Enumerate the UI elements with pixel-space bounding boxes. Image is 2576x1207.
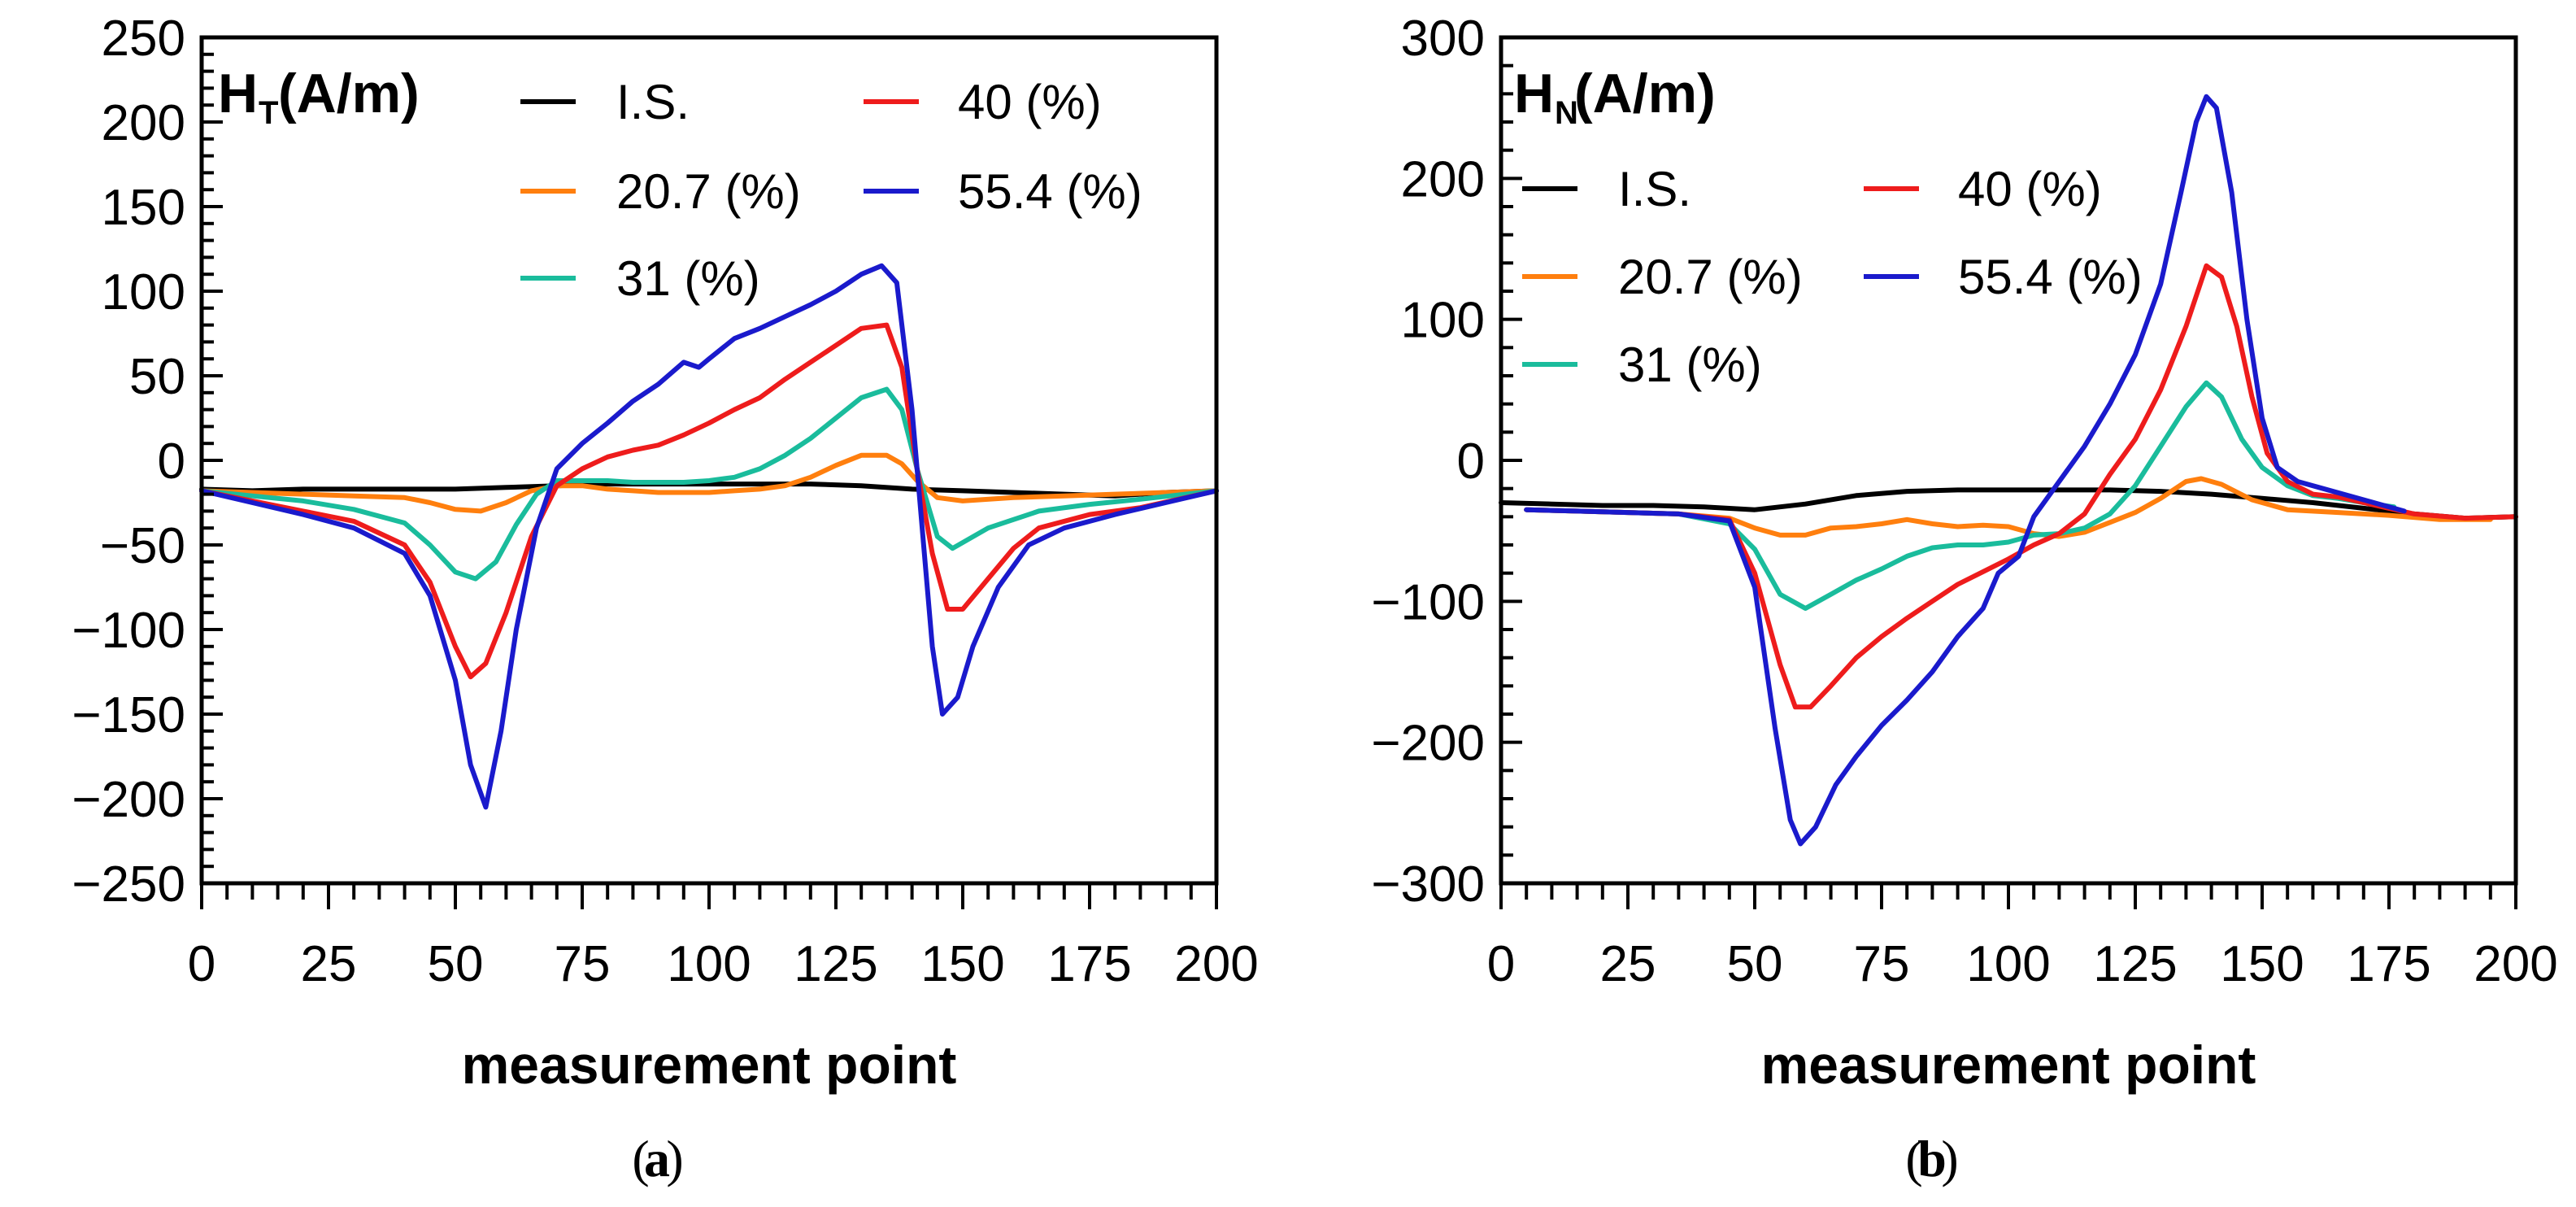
legend-label-is: I.S. — [1618, 162, 1691, 216]
x-tick-label: 75 — [555, 936, 611, 992]
legend-b: I.S. 20.7 (%) 31 (%) 40 (%) 55.4 (%) — [1522, 162, 2143, 392]
x-tick-label: 175 — [1047, 936, 1131, 992]
y-tick-label: −250 — [72, 856, 185, 913]
y-tick-label: −200 — [72, 772, 185, 828]
panel-title-subscript-b: N — [1555, 95, 1578, 131]
legend-label-55-4: 55.4 (%) — [1958, 250, 2143, 304]
series-line-55-4 — [1524, 94, 2407, 847]
series-line-31 — [199, 386, 1219, 582]
panel-title-unit-a: (A/m) — [278, 63, 420, 124]
ticks-layer-b: −300 −200 −100 0 100 200 300 0 25 50 75 100 125 150 17… — [1371, 11, 2557, 992]
legend-label-31: 31 (%) — [1618, 338, 1762, 392]
caption-b-letter: b — [1917, 1130, 1947, 1187]
y-tick-label: 250 — [102, 11, 185, 67]
series-layer-a — [199, 263, 1219, 810]
x-tick-label: 125 — [794, 936, 877, 992]
x-tick-label: 150 — [2220, 936, 2304, 992]
y-tick-label: 300 — [1401, 11, 1485, 67]
series-line-55-4 — [199, 263, 1219, 810]
series-line-40 — [1524, 263, 2518, 710]
legend-label-31: 31 (%) — [616, 251, 760, 306]
x-axis-title-a: measurement point — [462, 1035, 957, 1095]
x-tick-label: 0 — [188, 936, 215, 992]
y-tick-label: −300 — [1371, 856, 1485, 913]
y-tick-label: 0 — [1457, 434, 1485, 490]
x-tick-label: 200 — [1174, 936, 1258, 992]
legend-label-20-7: 20.7 (%) — [616, 164, 801, 219]
y-tick-label: 150 — [102, 180, 185, 236]
x-tick-label: 200 — [2474, 936, 2557, 992]
ticks-layer-a: −250 −200 −150 −100 −50 0 50 100 150 200 250 0 25 50 7… — [72, 11, 1258, 992]
series-line-i-s — [1499, 487, 2518, 521]
panel-title-unit-b: (A/m) — [1574, 63, 1716, 124]
legend-label-55-4: 55.4 (%) — [958, 164, 1142, 219]
x-tick-label: 100 — [1966, 936, 2050, 992]
x-tick-label: 125 — [2093, 936, 2177, 992]
legend-label-40: 40 (%) — [958, 75, 1102, 129]
x-axis-title-b: measurement point — [1761, 1035, 2256, 1095]
caption-b-paren-open: ( — [1905, 1130, 1922, 1187]
legend-label-40: 40 (%) — [1958, 162, 2102, 216]
x-tick-label: 50 — [1727, 936, 1783, 992]
caption-a-paren-open: ( — [632, 1130, 649, 1187]
panel-title-a: H T (A/m) — [218, 63, 420, 131]
x-tick-label: 150 — [920, 936, 1004, 992]
series-layer-b — [1499, 94, 2518, 847]
caption-a-paren-close: ) — [666, 1130, 683, 1187]
series-line-i-s — [199, 481, 1219, 499]
series-line-31 — [1524, 380, 2397, 611]
panel-title-subscript-a: T — [259, 95, 278, 131]
legend-label-is: I.S. — [616, 75, 690, 129]
caption-a-letter: a — [644, 1130, 670, 1187]
chart-panel-b: −300 −200 −100 0 100 200 300 0 25 50 75 100 125 150 17… — [1371, 11, 2557, 1187]
series-line-40 — [199, 322, 1219, 680]
legend-label-20-7: 20.7 (%) — [1618, 250, 1803, 304]
x-tick-label: 75 — [1854, 936, 1910, 992]
y-tick-label: 100 — [1401, 293, 1485, 349]
x-tick-label: 50 — [428, 936, 484, 992]
series-line-20-7 — [199, 452, 1219, 514]
x-tick-label: 175 — [2347, 936, 2430, 992]
panel-title-main-a: H — [218, 63, 258, 124]
panel-title-b: H N (A/m) — [1514, 63, 1716, 131]
y-tick-label: −100 — [1371, 574, 1485, 630]
caption-b-paren-close: ) — [1941, 1130, 1958, 1187]
y-tick-label: −150 — [72, 687, 185, 743]
x-tick-label: 25 — [301, 936, 357, 992]
x-tick-label: 25 — [1600, 936, 1656, 992]
panel-title-main-b: H — [1514, 63, 1554, 124]
y-tick-label: −200 — [1371, 716, 1485, 772]
y-tick-label: 200 — [102, 95, 185, 151]
y-tick-label: 100 — [102, 264, 185, 320]
y-tick-label: −50 — [100, 518, 185, 574]
y-tick-label: −100 — [72, 603, 185, 659]
x-tick-label: 100 — [667, 936, 751, 992]
y-tick-label: 50 — [129, 349, 185, 405]
x-tick-label: 0 — [1487, 936, 1515, 992]
chart-panel-a: −250 −200 −150 −100 −50 0 50 100 150 200 250 0 25 50 7… — [72, 11, 1258, 1187]
series-line-20-7 — [1524, 476, 2493, 539]
y-tick-label: 0 — [158, 434, 185, 490]
legend-a: I.S. 20.7 (%) 31 (%) 40 (%) 55.4 (%) — [520, 75, 1142, 306]
y-tick-label: 200 — [1401, 151, 1485, 207]
